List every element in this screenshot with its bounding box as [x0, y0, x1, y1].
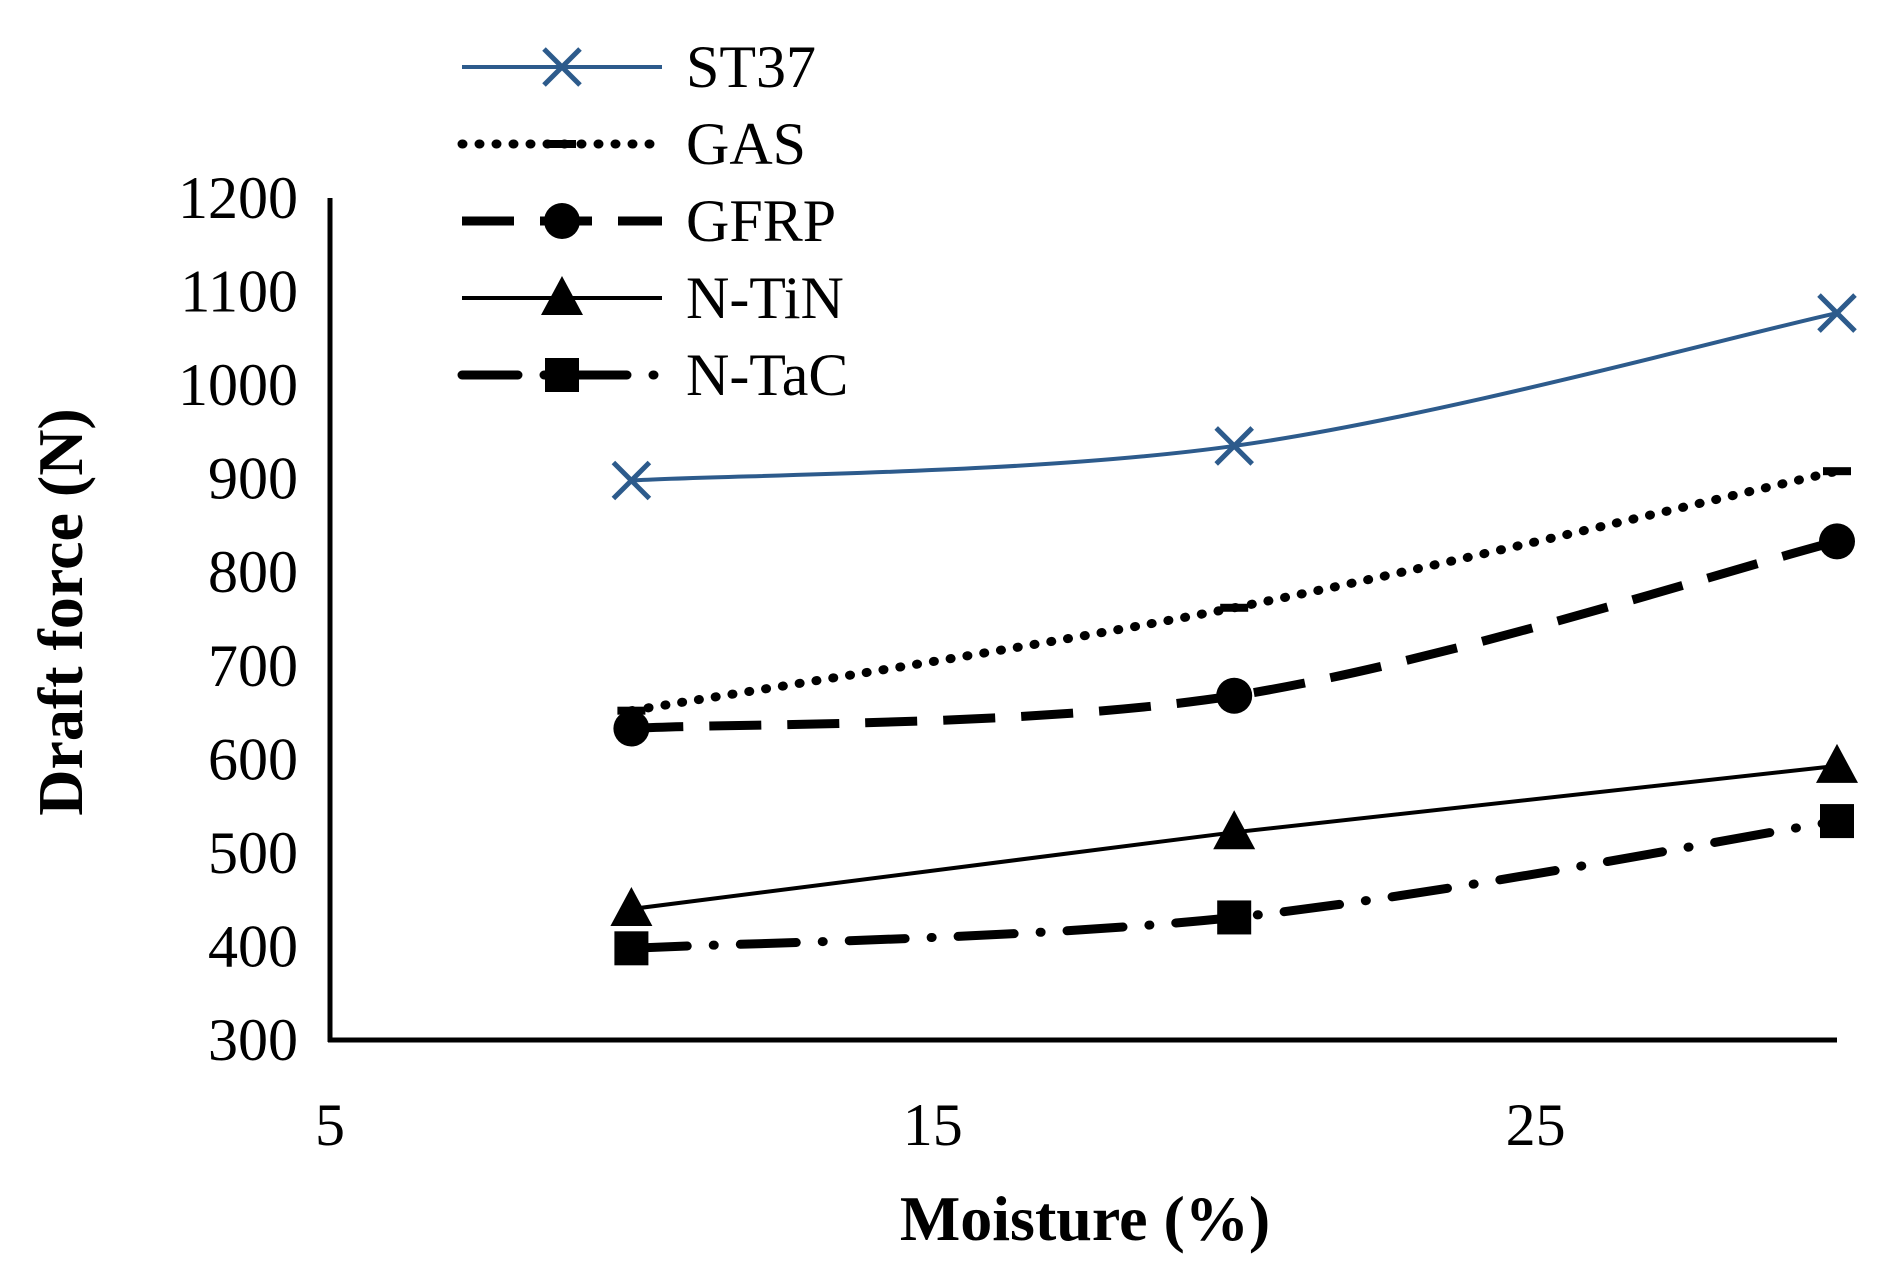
data-point-gfrp [1819, 523, 1855, 560]
data-point-n-tac [614, 931, 649, 966]
legend-label-gas: GAS [686, 111, 806, 177]
x-tick-labels: 5 15 25 [315, 1092, 1566, 1158]
y-tick-label: 800 [208, 539, 298, 605]
data-point-n-tin [610, 887, 653, 927]
data-point-gfrp [1216, 677, 1253, 714]
y-tick-labels: 300 400 500 600 700 800 900 1000 1100 1200 [178, 165, 298, 1073]
data-point-st37 [1214, 426, 1254, 466]
legend-item-gfrp: GFRP [462, 188, 836, 254]
legend-marker-gfrp [544, 203, 580, 239]
data-point-st37 [1817, 293, 1857, 333]
legend-item-n-tac: N-TaC [457, 342, 848, 408]
y-tick-label: 1200 [178, 165, 298, 231]
axes [327, 198, 1837, 1043]
y-tick-label: 400 [208, 913, 298, 979]
legend-item-st37: ST37 [462, 34, 816, 100]
legend-label-gfrp: GFRP [686, 188, 836, 254]
x-tick-label: 5 [315, 1092, 345, 1158]
data-point-gas [1220, 603, 1249, 612]
x-tick-label: 25 [1506, 1092, 1566, 1158]
legend: ST37 GAS GFRP N-TiN N-TaC [457, 34, 848, 408]
y-tick-label: 700 [208, 633, 298, 699]
y-tick-label: 500 [208, 820, 298, 886]
legend-label-n-tac: N-TaC [686, 342, 848, 408]
legend-item-n-tin: N-TiN [462, 265, 844, 331]
y-tick-label: 900 [208, 446, 298, 512]
data-point-n-tac [1820, 804, 1854, 839]
data-point-gas [1823, 467, 1851, 476]
series-n-tin [610, 743, 1858, 927]
series-gfrp [613, 523, 1855, 747]
y-tick-label: 300 [208, 1007, 298, 1073]
data-point-n-tin [1213, 810, 1256, 850]
y-tick-label: 1100 [180, 259, 298, 325]
series-layer [610, 293, 1858, 966]
y-tick-label: 1000 [178, 352, 298, 418]
x-axis-title: Moisture (%) [900, 1183, 1270, 1254]
legend-marker-gas [548, 140, 576, 148]
series-n-tac [614, 804, 1854, 966]
data-point-st37 [611, 460, 652, 501]
legend-marker-n-tin [541, 276, 583, 315]
legend-marker-n-tac [545, 358, 579, 392]
y-axis-title: Draft force (N) [25, 408, 96, 815]
data-point-n-tin [1816, 743, 1858, 783]
legend-item-gas: GAS [457, 111, 806, 177]
data-point-n-tac [1217, 900, 1252, 935]
legend-label-st37: ST37 [686, 34, 816, 100]
x-tick-label: 15 [903, 1092, 963, 1158]
legend-marker-st37 [542, 47, 582, 87]
y-tick-label: 600 [208, 726, 298, 792]
legend-label-n-tin: N-TiN [686, 265, 844, 331]
data-point-gfrp [613, 710, 650, 747]
series-st37 [611, 293, 1857, 501]
